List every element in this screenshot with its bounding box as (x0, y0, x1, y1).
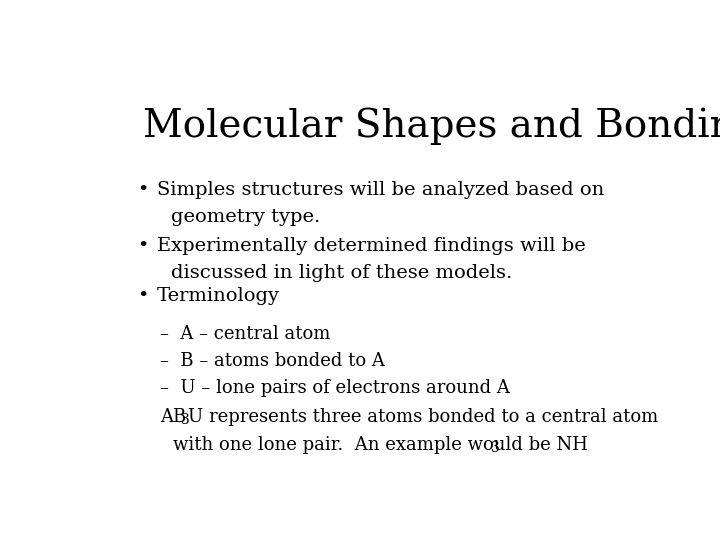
Text: –  B – atoms bonded to A: – B – atoms bonded to A (160, 352, 384, 370)
Text: Molecular Shapes and Bonding: Molecular Shapes and Bonding (143, 109, 720, 146)
Text: –  U – lone pairs of electrons around A: – U – lone pairs of electrons around A (160, 379, 510, 397)
Text: 3: 3 (491, 441, 500, 455)
Text: •: • (138, 238, 149, 255)
Text: geometry type.: geometry type. (171, 208, 320, 226)
Text: •: • (138, 287, 149, 305)
Text: Simples structures will be analyzed based on: Simples structures will be analyzed base… (157, 181, 604, 199)
Text: Experimentally determined findings will be: Experimentally determined findings will … (157, 238, 585, 255)
Text: Terminology: Terminology (157, 287, 280, 305)
Text: 3: 3 (181, 413, 189, 427)
Text: •: • (138, 181, 149, 199)
Text: with one lone pair.  An example would be NH: with one lone pair. An example would be … (173, 436, 588, 454)
Text: discussed in light of these models.: discussed in light of these models. (171, 265, 512, 282)
Text: AB: AB (160, 408, 186, 426)
Text: –  A – central atom: – A – central atom (160, 325, 330, 343)
Text: U represents three atoms bonded to a central atom: U represents three atoms bonded to a cen… (188, 408, 659, 426)
